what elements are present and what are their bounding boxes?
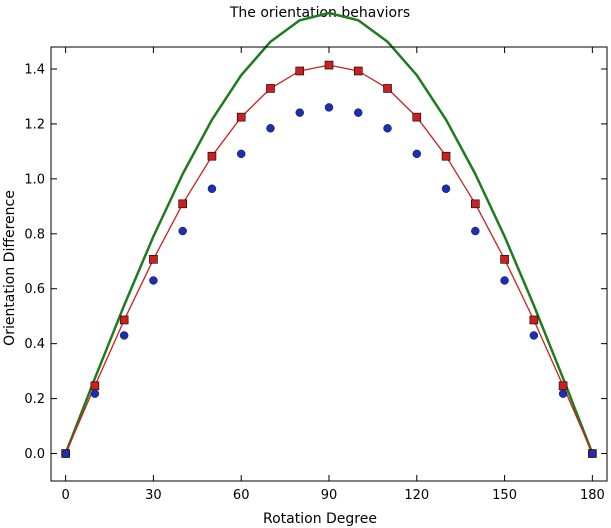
series-2-point <box>558 389 568 398</box>
series-2-point <box>207 184 217 193</box>
y-tick-label: 1.2 <box>24 117 45 132</box>
series-1-point <box>324 60 334 70</box>
plot-frame <box>50 46 608 482</box>
series-1-point <box>383 84 392 93</box>
series-1-point <box>500 255 509 264</box>
series-2-point <box>61 449 70 458</box>
series-1-point <box>353 66 363 76</box>
series-0-line <box>64 11 594 454</box>
series-1-point <box>558 381 568 391</box>
series-2-point <box>237 149 246 159</box>
y-tick-label: 0.4 <box>24 337 45 352</box>
y-tick-label: 0.0 <box>24 447 45 462</box>
series-2-point <box>500 276 509 285</box>
y-tick-label: 0.2 <box>24 392 45 407</box>
plot-area: 0 30 60 90 120 150 180 0.0 0.2 0.4 0.6 0.8 1.0 1.2 1.4 <box>24 11 608 503</box>
series-2-point <box>471 226 480 236</box>
x-axis-label: Rotation Degree <box>263 511 377 527</box>
series-2-point <box>90 389 100 398</box>
series-1-point <box>119 315 129 325</box>
y-tick-label: 1.0 <box>24 172 45 187</box>
y-axis-label: Orientation Difference <box>2 190 18 346</box>
y-tick-label: 1.4 <box>24 62 45 77</box>
x-tick-label: 30 <box>145 488 162 503</box>
series-2-point <box>266 124 275 133</box>
y-tick-label: 0.8 <box>24 227 45 242</box>
x-tick-label: 0 <box>61 488 69 503</box>
series-1-point <box>266 84 275 93</box>
x-tick-label: 150 <box>492 488 517 503</box>
series-1-point <box>236 112 246 122</box>
series-2-point <box>178 226 187 236</box>
series-2-point <box>529 331 539 340</box>
series-1-point <box>441 151 451 161</box>
y-tick-label: 0.6 <box>24 282 45 297</box>
series-2-point <box>441 184 451 193</box>
series-2-point <box>588 449 597 458</box>
series-2-point <box>412 149 421 159</box>
series-1-point <box>178 199 187 209</box>
series-2-point <box>383 124 392 133</box>
series-2-point <box>149 276 158 285</box>
series-1-point <box>149 255 158 264</box>
series-2-point <box>354 108 363 117</box>
series-1-point <box>529 315 539 325</box>
x-tick-label: 60 <box>233 488 250 503</box>
x-tick-label: 120 <box>404 488 429 503</box>
series-2-point <box>324 103 334 112</box>
series-1-point <box>295 66 305 76</box>
series-2-point <box>119 331 129 340</box>
x-tick-label: 180 <box>580 488 605 503</box>
series-1-point <box>412 112 422 122</box>
series-1-point <box>471 199 480 209</box>
x-tick-label: 90 <box>321 488 338 503</box>
chart-title: The orientation behaviors <box>229 5 410 21</box>
series-1-point <box>90 381 100 391</box>
series-2-point <box>295 108 304 117</box>
series-1-point <box>207 151 217 161</box>
